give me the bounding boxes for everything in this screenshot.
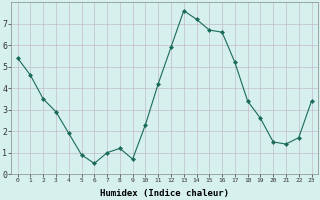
X-axis label: Humidex (Indice chaleur): Humidex (Indice chaleur) bbox=[100, 189, 229, 198]
